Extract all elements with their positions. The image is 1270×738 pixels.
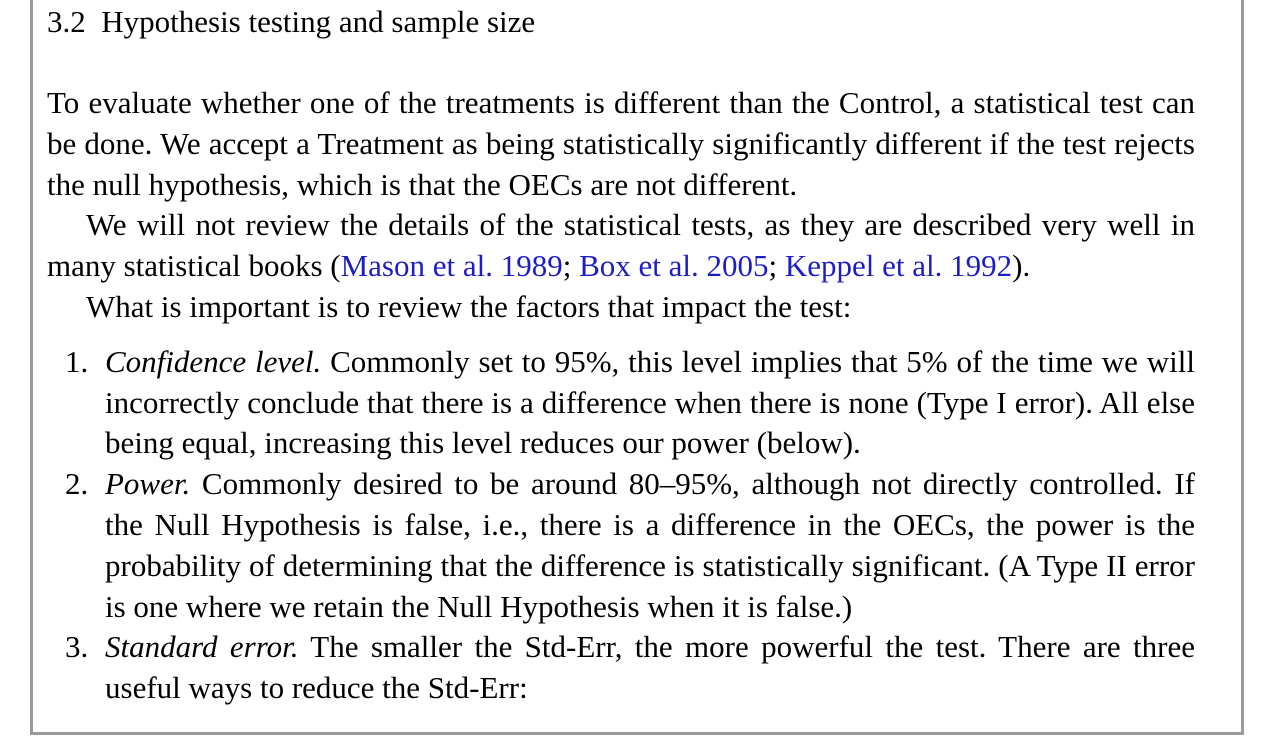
document-frame: 3.2 Hypothesis testing and sample size T… bbox=[30, 0, 1244, 735]
citation-link-box[interactable]: Box et al. 2005 bbox=[579, 248, 769, 284]
list-item-term: Power. bbox=[105, 466, 191, 502]
list-item-number: 3. bbox=[65, 629, 89, 665]
section-title: Hypothesis testing and sample size bbox=[101, 4, 536, 39]
citation-separator: ; bbox=[562, 248, 580, 284]
paragraph-references-tail: ). bbox=[1012, 248, 1031, 284]
citation-link-keppel[interactable]: Keppel et al. 1992 bbox=[784, 248, 1013, 284]
list-item-text: Commonly desired to be around 80–95%, al… bbox=[105, 466, 1195, 624]
section-number: 3.2 bbox=[47, 4, 86, 39]
factor-list: 1. Confidence level. Commonly set to 95%,… bbox=[47, 342, 1195, 709]
citation-separator: ; bbox=[768, 248, 785, 284]
list-item-confidence-level: 1. Confidence level. Commonly set to 95%,… bbox=[47, 342, 1195, 464]
paragraph-references: We will not review the details of the st… bbox=[47, 205, 1195, 287]
list-item-text: Commonly set to 95%, this level implies … bbox=[105, 343, 1195, 461]
list-item-power: 2. Power. Commonly desired to be around 8… bbox=[47, 464, 1195, 627]
list-item-text: The smaller the Std-Err, the more powerf… bbox=[105, 629, 1195, 706]
list-item-number: 2. bbox=[65, 466, 89, 502]
paragraph-factors-intro: What is important is to review the facto… bbox=[86, 288, 852, 324]
list-item-term: Confidence level. bbox=[105, 343, 322, 379]
paragraph-references-lead: We will not review the details of the st… bbox=[47, 207, 1195, 284]
paragraph-intro: To evaluate whether one of the treatment… bbox=[47, 85, 1195, 202]
section-heading: 3.2 Hypothesis testing and sample size bbox=[47, 0, 1195, 83]
citation-link-mason[interactable]: Mason et al. 1989 bbox=[340, 248, 563, 284]
list-item-number: 1. bbox=[65, 343, 89, 379]
document-body: 3.2 Hypothesis testing and sample size T… bbox=[47, 0, 1195, 709]
list-item-term: Standard error. bbox=[105, 629, 299, 665]
list-item-standard-error: 3. Standard error. The smaller the Std-Er… bbox=[47, 627, 1195, 709]
